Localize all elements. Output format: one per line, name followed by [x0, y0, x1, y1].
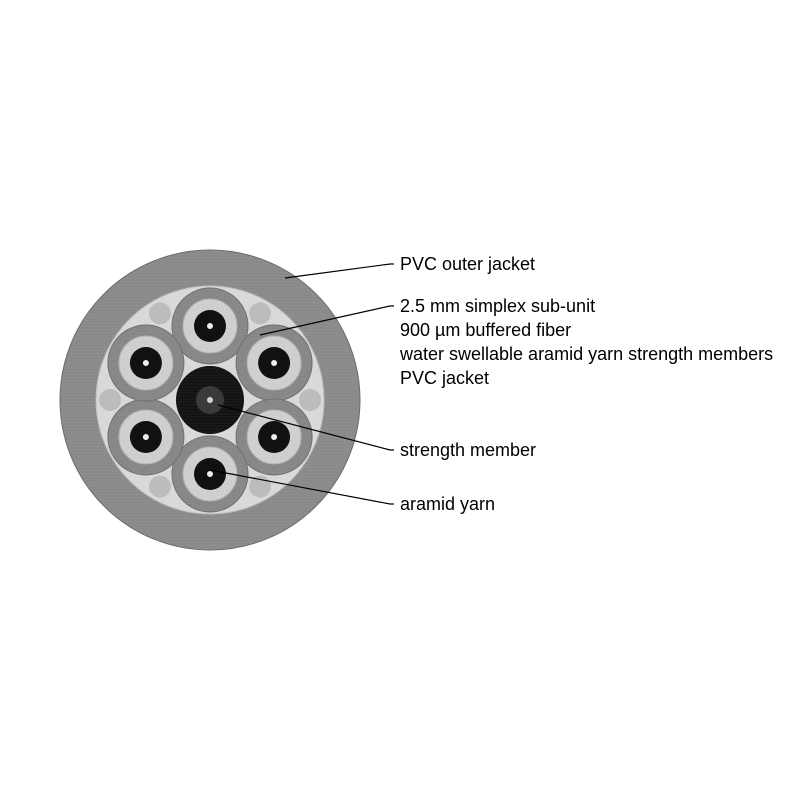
label-subunit-line-1: 2.5 mm simplex sub-unit — [400, 296, 595, 317]
cable-cross-section-svg — [0, 0, 800, 800]
label-strength-member: strength member — [400, 440, 536, 461]
label-aramid-yarn: aramid yarn — [400, 494, 495, 515]
label-subunit-line-2: 900 µm buffered fiber — [400, 320, 571, 341]
label-subunit-line-4: PVC jacket — [400, 368, 489, 389]
label-subunit-line-3: water swellable aramid yarn strength mem… — [400, 344, 773, 365]
diagram-canvas: PVC outer jacket 2.5 mm simplex sub-unit… — [0, 0, 800, 800]
label-pvc-outer-jacket: PVC outer jacket — [400, 254, 535, 275]
